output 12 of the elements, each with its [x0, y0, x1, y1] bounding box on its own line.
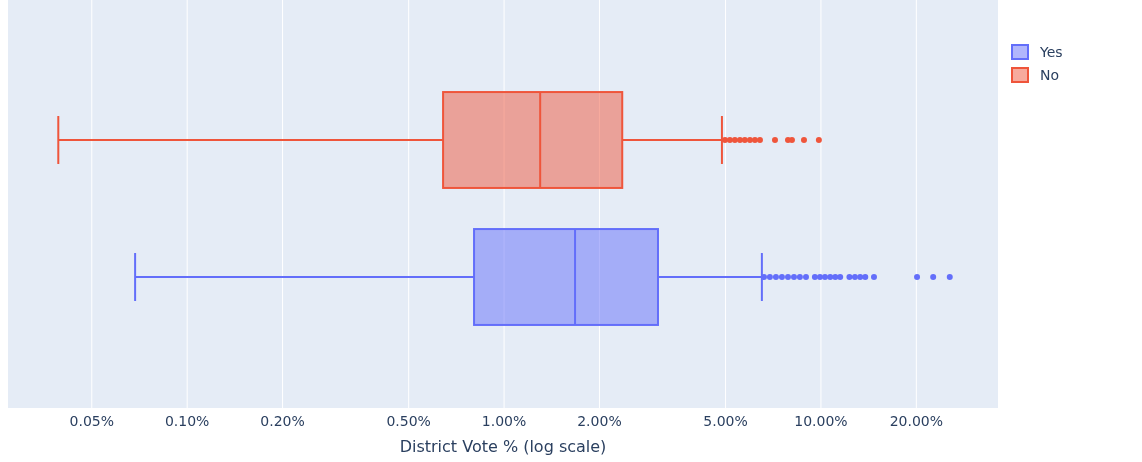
- x-tick-label: 2.00%: [577, 413, 622, 429]
- x-tick-label: 0.50%: [386, 413, 431, 429]
- x-tick-label: 5.00%: [703, 413, 748, 429]
- x-tick-label: 0.05%: [69, 413, 115, 429]
- x-tick-label: 20.00%: [889, 413, 944, 429]
- legend-label: Yes: [1039, 44, 1063, 60]
- x-tick-label: 0.20%: [260, 413, 305, 429]
- legend-label: No: [1040, 67, 1060, 83]
- x-tick-label: 1.00%: [481, 413, 527, 429]
- x-tick-label: 0.10%: [164, 413, 210, 429]
- x-tick-label: 10.00%: [794, 413, 848, 429]
- x-axis-title: District Vote % (log scale): [399, 437, 607, 456]
